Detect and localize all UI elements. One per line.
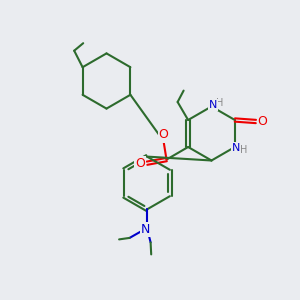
Text: N: N — [141, 223, 150, 236]
Text: H: H — [240, 145, 247, 155]
Text: O: O — [159, 128, 169, 142]
Text: O: O — [257, 115, 267, 128]
Text: H: H — [216, 98, 224, 108]
Text: N: N — [208, 100, 217, 110]
Text: O: O — [136, 157, 146, 170]
Text: N: N — [232, 143, 240, 153]
